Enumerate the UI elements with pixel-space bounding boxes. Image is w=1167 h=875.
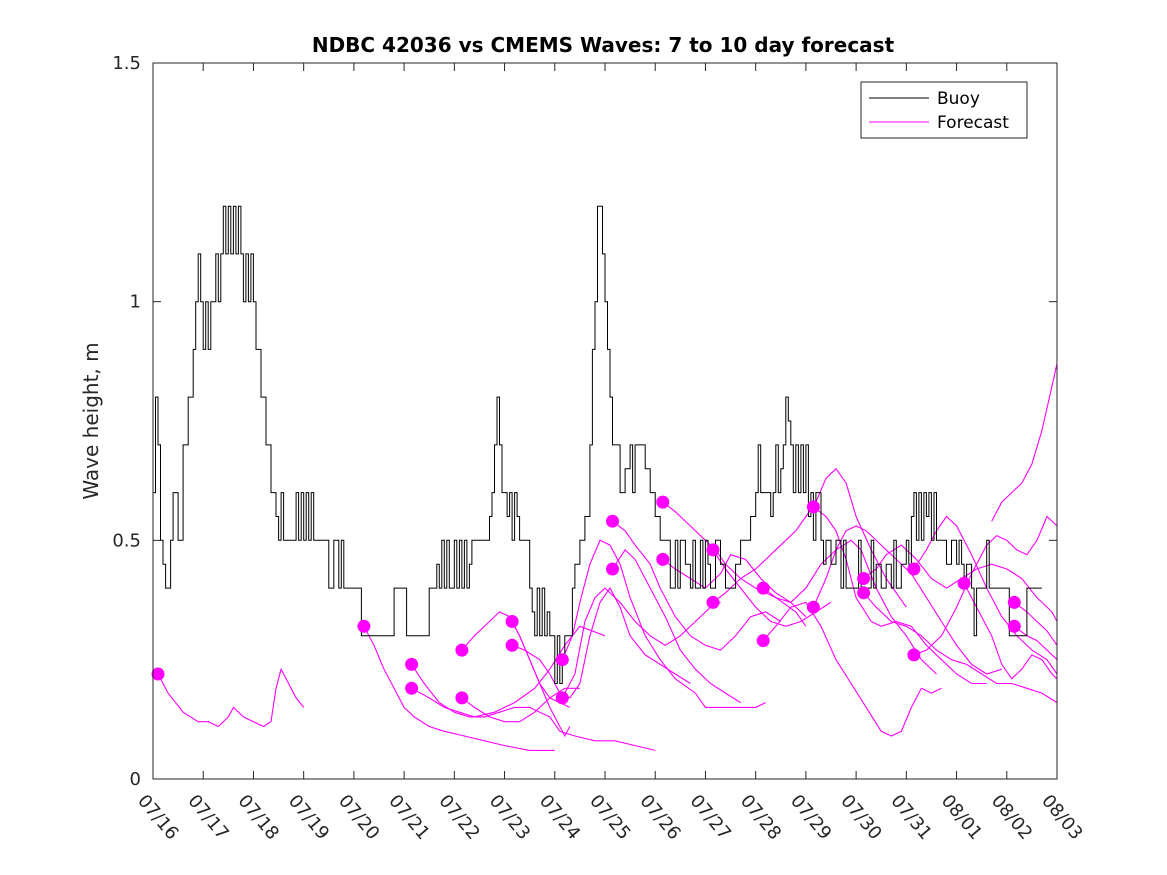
forecast-line-15: [712, 549, 832, 627]
plot-background: [153, 63, 1057, 779]
forecast-marker-18: [756, 634, 770, 648]
forecast-series: [157, 363, 1058, 751]
forecast-marker-20: [806, 600, 820, 614]
forecast-line-8: [511, 587, 691, 699]
forecast-marker-10: [555, 691, 569, 705]
forecast-line-11: [612, 520, 782, 651]
forecast-line-17: [762, 539, 937, 675]
forecast-marker-7: [505, 615, 519, 628]
forecast-marker-14: [656, 552, 670, 566]
legend-box: [860, 81, 1028, 139]
buoy-line: [153, 205, 1042, 684]
forecast-line-22: [863, 592, 1058, 704]
forecast-marker-19: [806, 500, 820, 514]
forecast-marker-5: [455, 643, 469, 657]
buoy-series: [153, 205, 1042, 684]
forecast-start-markers: [151, 495, 1021, 705]
y-tick-label-1: 0.5: [112, 530, 141, 551]
forecast-marker-4: [405, 681, 419, 695]
forecast-marker-11: [606, 514, 619, 528]
y-tick-label-3: 1.5: [112, 53, 141, 74]
forecast-marker-8: [505, 638, 519, 652]
forecast-line-10: [561, 587, 721, 699]
forecast-marker-21: [857, 572, 871, 585]
legend-buoy-label: Buoy: [937, 89, 980, 109]
forecast-marker-3: [405, 657, 419, 671]
forecast-line-18: [762, 601, 942, 737]
forecast-marker-1: [151, 667, 165, 681]
forecast-line-6: [461, 687, 580, 723]
y-tick-label-0: 0: [130, 769, 141, 790]
legend-forecast-label: Forecast: [937, 113, 1009, 133]
plot-area: 00.511.5 07/16 07/17 07/18 07/19 07/20 07/21 0…: [112, 53, 1086, 844]
forecast-line-19: [813, 506, 987, 685]
forecast-line-4: [411, 625, 606, 718]
forecast-marker-2: [357, 619, 371, 633]
y-axis: 0 0.5 1 1.5: [112, 53, 1057, 790]
forecast-line-28: [991, 363, 1058, 522]
chart-title: NDBC 42036 vs CMEMS Waves: 7 to 10 day f…: [312, 33, 895, 57]
forecast-line-23: [913, 515, 1058, 675]
legend: Buoy Forecast: [860, 81, 1028, 139]
forecast-line-26: [1013, 601, 1058, 646]
forecast-line-14: [662, 554, 807, 618]
forecast-marker-27: [1007, 619, 1021, 633]
forecast-marker-15: [706, 543, 720, 557]
forecast-marker-22: [857, 586, 871, 600]
forecast-line-12: [612, 549, 741, 704]
forecast-line-25: [963, 583, 1058, 680]
forecast-marker-13: [656, 495, 670, 509]
forecast-line-27: [1013, 625, 1058, 661]
forecast-marker-17: [756, 581, 770, 595]
forecast-line-1: [157, 667, 305, 728]
forecast-marker-24: [907, 648, 921, 662]
forecast-marker-6: [455, 691, 469, 705]
forecast-line-9: [561, 539, 766, 708]
forecast-marker-12: [606, 562, 619, 576]
forecast-marker-16: [706, 595, 720, 609]
y-axis-label: Wave height, m: [79, 342, 103, 499]
forecast-marker-26: [1007, 595, 1021, 609]
forecast-marker-25: [957, 576, 971, 590]
forecast-marker-9: [555, 653, 569, 667]
y-tick-label-2: 1: [130, 292, 141, 313]
forecast-line-24: [913, 515, 1058, 656]
forecast-line-2: [363, 626, 555, 751]
forecast-marker-23: [907, 562, 921, 576]
